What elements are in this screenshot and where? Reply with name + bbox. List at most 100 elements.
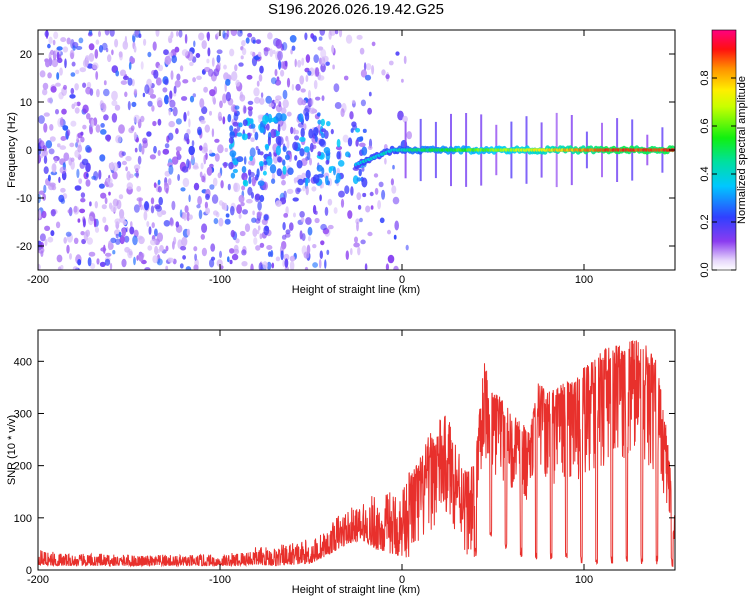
noise-blob [260,92,264,98]
noise-blob [357,204,362,210]
noise-blob [108,191,111,196]
noise-blob [197,129,202,135]
noise-blob [251,176,256,187]
noise-blob [64,58,67,69]
noise-blob [133,204,140,213]
noise-blob [87,257,92,267]
noise-blob [126,182,133,190]
noise-blob [211,94,215,103]
noise-blob [312,262,318,268]
cluster-blob [325,175,329,186]
noise-blob [329,30,336,36]
noise-blob [200,162,204,170]
noise-blob [205,193,210,200]
cluster-blob [282,165,287,175]
noise-blob [229,48,235,57]
noise-blob [312,35,317,42]
noise-blob [313,54,320,63]
noise-blob [360,69,367,78]
noise-blob [56,46,63,51]
noise-blob [249,147,256,158]
noise-blob [256,229,260,235]
noise-blob [332,64,335,70]
noise-blob [77,144,83,153]
noise-blob [307,70,312,76]
colorbar-tick-label: 0.4 [699,166,711,181]
noise-blob [216,259,223,267]
noise-blob [137,235,143,240]
cluster-blob [337,160,345,167]
noise-blob [80,136,85,143]
noise-blob [340,108,345,118]
noise-blob [86,113,91,120]
noise-blob [347,210,353,219]
noise-blob [275,95,282,101]
noise-blob [94,201,99,209]
noise-blob [176,150,180,157]
noise-blob [47,97,52,103]
cluster-blob [299,148,305,157]
noise-blob [238,62,244,67]
noise-blob [304,32,308,41]
noise-blob [39,233,46,242]
noise-blob [199,171,203,178]
noise-blob [52,163,57,174]
noise-blob [126,170,131,181]
noise-blob [214,138,220,143]
noise-blob [284,258,289,268]
cluster-blob [282,145,287,152]
cluster-blob [336,151,341,160]
noise-blob [43,123,48,133]
noise-blob [183,111,187,122]
noise-blob [238,194,245,203]
noise-blob [327,198,333,206]
noise-blob [110,237,117,244]
noise-blob [77,218,81,223]
noise-blob [231,71,238,82]
noise-blob [38,209,42,220]
noise-blob [144,84,150,95]
noise-blob [333,83,340,93]
noise-blob [295,83,301,91]
noise-blob [95,124,101,133]
noise-blob [60,117,64,126]
noise-blob [216,49,223,54]
noise-blob [320,63,326,73]
noise-blob [321,95,325,101]
y-tick-label: -20 [16,241,32,253]
noise-blob [188,214,193,220]
cluster-blob [298,113,304,123]
noise-blob [52,39,56,46]
noise-blob [81,158,89,166]
y-tick-label: 10 [20,97,32,109]
noise-blob [234,64,238,72]
noise-blob [246,198,253,204]
noise-blob [395,51,400,56]
snr-ticks: -200 -100 0 100 0 100 200 300 400 [14,330,675,586]
noise-blob [393,234,397,240]
noise-blob [82,59,89,68]
noise-blob [280,250,284,261]
cluster-blob [249,155,254,162]
noise-blob [109,30,115,37]
noise-blob [237,30,243,37]
noise-blob [257,51,262,58]
noise-blob [319,30,326,36]
noise-blob [50,171,58,176]
noise-blob [181,236,188,247]
noise-blob [47,174,51,182]
noise-blob [225,78,231,86]
noise-blob [381,189,386,200]
noise-blob [303,123,307,131]
noise-blob [223,72,230,81]
noise-blob [169,218,174,227]
noise-blob [171,200,176,211]
noise-blob [311,186,317,192]
noise-blob [315,67,320,77]
noise-blob [100,123,105,128]
noise-blob [186,158,190,169]
noise-blob [388,60,394,66]
cluster-blob [256,168,260,178]
noise-blob [143,210,148,221]
noise-blob [355,218,360,225]
